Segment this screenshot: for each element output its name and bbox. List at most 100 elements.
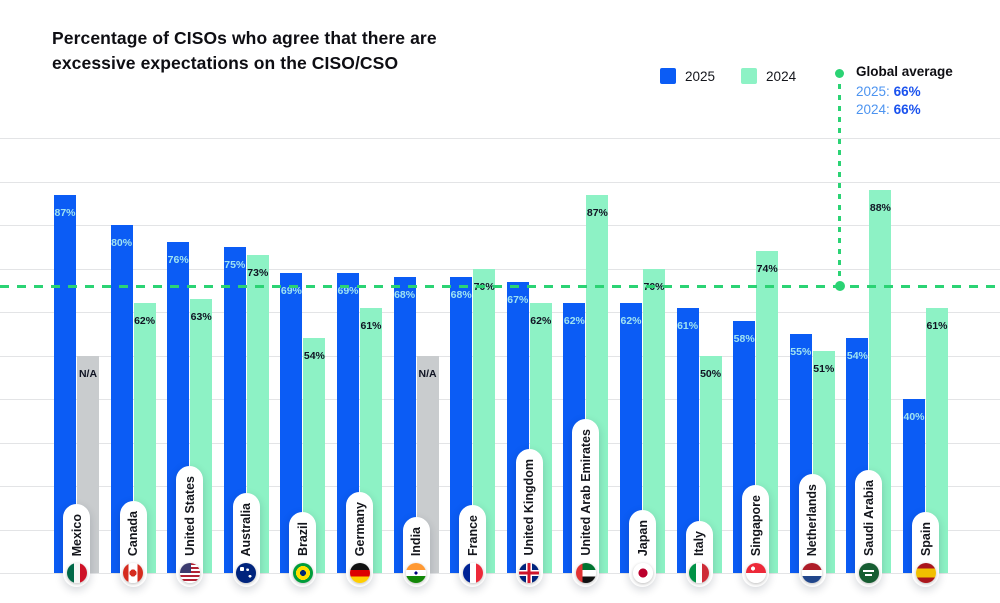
legend-swatch-2024	[741, 68, 758, 84]
bar-2024-value-label: 74%	[756, 263, 778, 276]
bar-2025-value-label: 61%	[677, 319, 699, 332]
bar-2025-value-label: 54%	[846, 350, 868, 363]
bar-2024-value-label: 88%	[869, 202, 891, 215]
bar-2025: 87%	[54, 194, 76, 573]
country-label: Netherlands	[805, 483, 820, 556]
country-pill: Saudi Arabia	[855, 470, 883, 587]
gridline	[0, 442, 1000, 444]
country-label: France	[465, 515, 480, 556]
bar-2024: 70%	[643, 268, 665, 573]
country-label: Brazil	[295, 521, 310, 556]
global-average-text: Global average 2025: 66% 2024: 66%	[856, 64, 953, 117]
bar-2024-value-label: 63%	[190, 310, 212, 323]
global-average-2025-prefix: 2025:	[856, 84, 890, 99]
country-pill: Italy	[685, 520, 713, 587]
bar-2025-value-label: 40%	[903, 411, 925, 423]
country-pill: United Kingdom	[515, 449, 543, 587]
bar-2024-value-label: 61%	[360, 319, 382, 332]
sg-flag-icon	[745, 563, 766, 583]
bar-2024-value-label: 62%	[530, 315, 552, 328]
de-flag-icon	[349, 563, 370, 583]
chart-title-line1: Percentage of CISOs who agree that there…	[52, 28, 437, 48]
bar-2024: 61%	[926, 307, 948, 573]
in-flag-icon	[406, 563, 427, 583]
nl-flag-icon	[802, 563, 823, 583]
country-pill: United States	[176, 466, 204, 587]
bar-2024: 50%	[699, 355, 722, 573]
gridline	[0, 268, 1000, 270]
country-pill: Netherlands	[798, 473, 826, 587]
ae-flag-icon	[575, 563, 596, 583]
bar-2024-value-label: 73%	[247, 267, 269, 280]
bar-2025-value-label: 87%	[54, 206, 76, 219]
country-label: Singapore	[748, 494, 763, 556]
gridline	[0, 486, 1000, 487]
country-pill: Mexico	[63, 503, 90, 587]
country-pill: India	[402, 516, 430, 587]
country-pill: Brazil	[289, 511, 317, 587]
legend-swatch-2025	[660, 68, 676, 84]
bar-2024-value-label: 51%	[813, 363, 835, 376]
country-label: United States	[182, 476, 197, 556]
legend-item-2025: 2025	[660, 68, 715, 84]
gridline	[0, 138, 1000, 139]
country-label: Japan	[635, 519, 650, 556]
country-label: United Arab Emirates	[578, 429, 593, 556]
jp-flag-icon	[632, 563, 653, 583]
it-flag-icon	[689, 563, 710, 583]
country-label: Mexico	[69, 513, 84, 556]
global-average-2024-prefix: 2024:	[856, 102, 890, 117]
bar-2025: 75%	[223, 246, 246, 573]
legend-item-2024: 2024	[741, 68, 796, 84]
global-average-label: Global average	[856, 64, 953, 79]
bar-2024-value-label: N/A	[78, 367, 98, 380]
sa-flag-icon	[858, 563, 879, 583]
bar-2025: 62%	[620, 303, 642, 573]
gridline	[0, 181, 1000, 183]
bar-2025-value-label: 58%	[733, 332, 755, 345]
fr-flag-icon	[462, 563, 483, 583]
au-flag-icon	[236, 563, 257, 583]
bar-2025-value-label: 68%	[394, 289, 416, 302]
br-flag-icon	[292, 563, 313, 583]
bar-2025: 68%	[393, 277, 416, 573]
global-average-2025-line: 2025: 66%	[856, 84, 953, 99]
bar-2025-value-label: 76%	[167, 254, 189, 267]
bar-2025-value-label: 68%	[450, 289, 472, 302]
global-average-2025-value: 66%	[893, 84, 921, 99]
bar-2024-value-label: 61%	[926, 319, 948, 332]
country-label: United Kingdom	[522, 459, 537, 556]
global-average-junction-dot-icon	[834, 281, 845, 291]
bar-2025: 80%	[110, 225, 133, 573]
country-label: Saudi Arabia	[861, 480, 876, 556]
country-pill: France	[459, 505, 487, 587]
legend: 2025 2024	[660, 68, 796, 84]
bar-2025-value-label: 55%	[790, 345, 812, 358]
bar-2025: 68%	[450, 277, 473, 573]
gridline	[0, 573, 1000, 574]
gridline	[0, 355, 1000, 357]
bar-2025-value-label: 62%	[563, 315, 585, 328]
bar-2025: 61%	[676, 307, 699, 573]
country-pill: United Arab Emirates	[572, 419, 600, 587]
ca-flag-icon	[123, 563, 144, 583]
bar-2024-value-label: N/A	[418, 367, 437, 380]
legend-label-2024: 2024	[766, 68, 797, 84]
country-pill: Germany	[346, 491, 373, 587]
gridline	[0, 529, 1000, 531]
global-average-hline	[0, 285, 1000, 288]
gridline	[0, 399, 1000, 400]
gridline	[0, 312, 1000, 313]
country-label: Germany	[352, 501, 367, 556]
bar-2025-value-label: 67%	[507, 293, 529, 306]
gb-flag-icon	[519, 563, 540, 583]
chart-title-line2: excessive expectations on the CISO/CSO	[52, 52, 399, 73]
bar-2024-value-label: 62%	[134, 315, 156, 328]
bar-2025-value-label: 75%	[224, 258, 246, 271]
bar-2025-value-label: 80%	[111, 237, 133, 249]
global-average-dot-icon	[835, 69, 844, 78]
global-average-vline	[838, 84, 841, 284]
country-pill: Japan	[629, 509, 656, 587]
